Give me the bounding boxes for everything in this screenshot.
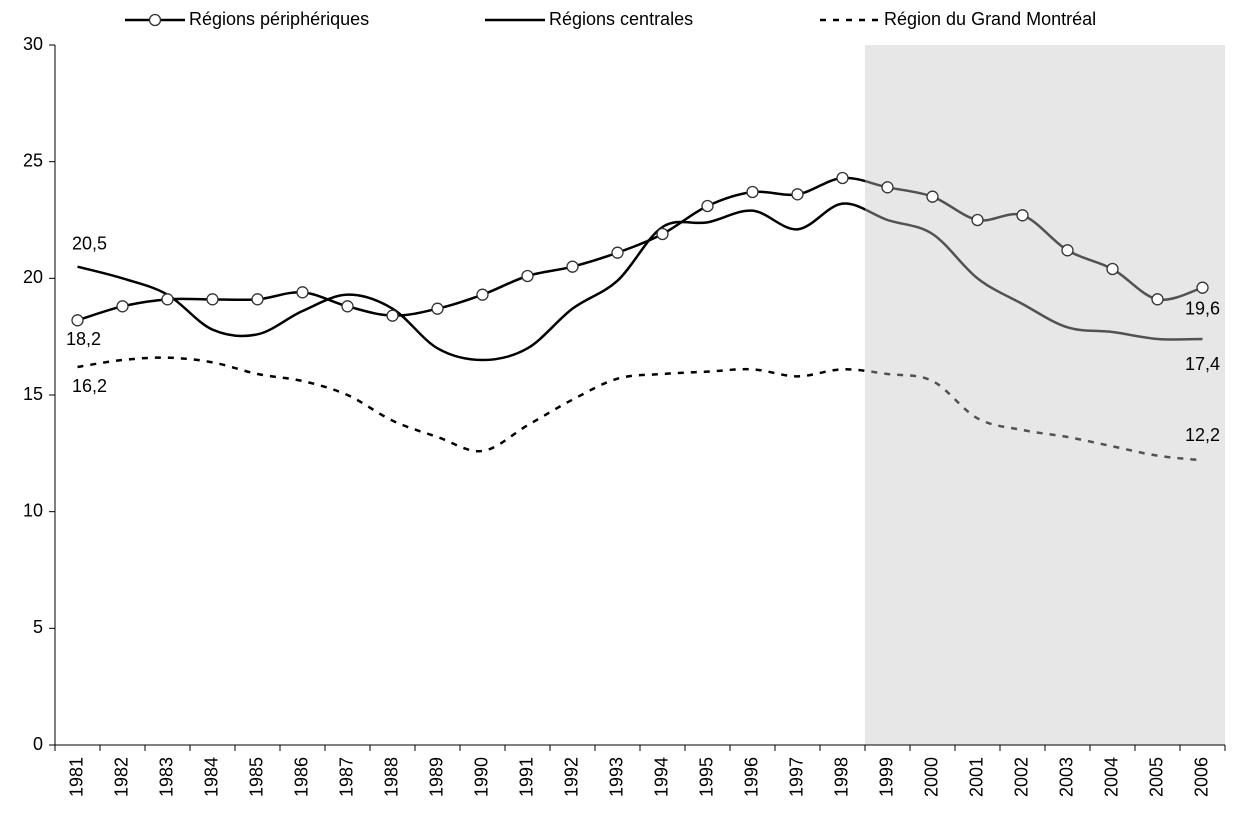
point-marker [476,288,489,301]
legend-label: Région du Grand Montréal [884,9,1096,29]
y-tick-label: 20 [23,267,43,287]
point-marker [251,293,264,306]
data-label: 12,2 [1185,425,1220,445]
x-tick-label: 2000 [921,757,941,797]
x-tick-label: 1992 [561,757,581,797]
data-label: 17,4 [1185,354,1220,374]
data-label: 16,2 [72,376,107,396]
x-tick-label: 1996 [741,757,761,797]
point-marker [656,227,669,241]
shaded-region [865,45,1225,745]
point-marker [1106,262,1119,276]
point-marker [881,181,894,194]
point-marker [791,188,804,201]
point-marker [1151,293,1164,306]
data-label: 20,5 [72,233,107,253]
shaded-overlay [865,45,1225,745]
x-tick-label: 1983 [156,757,176,797]
legend-marker [148,13,162,27]
x-tick-label: 2001 [966,757,986,797]
point-marker [746,185,759,199]
point-marker [296,286,309,299]
point-marker [926,190,939,203]
y-tick-label: 10 [23,500,43,520]
x-tick-label: 1987 [336,757,356,797]
point-marker [836,171,849,185]
x-tick-label: 2004 [1101,757,1121,797]
point-marker [521,269,534,283]
y-tick-label: 0 [33,734,43,754]
x-tick-label: 1999 [876,757,896,797]
x-tick-label: 1989 [426,757,446,797]
point-marker [116,300,129,313]
x-tick-label: 1986 [291,757,311,797]
x-tick-label: 2002 [1011,757,1031,797]
x-tick-label: 1985 [246,757,266,797]
data-label: 19,6 [1185,298,1220,318]
x-tick-label: 2003 [1056,757,1076,797]
x-tick-label: 2005 [1146,757,1166,797]
point-marker [1196,281,1209,294]
point-marker [971,213,984,227]
x-tick-label: 1988 [381,757,401,797]
legend-label: Régions périphériques [189,9,369,29]
y-tick-label: 5 [33,617,43,637]
point-marker [701,199,714,213]
x-tick-label: 1998 [831,757,851,797]
series-line [77,356,1203,462]
series-line [77,202,1203,362]
x-tick-label: 1990 [471,757,491,797]
point-marker [161,293,174,306]
x-tick-label: 1994 [651,757,671,797]
x-tick-label: 1991 [516,757,536,797]
point-marker [71,314,84,327]
point-marker [1016,209,1029,222]
point-marker [386,309,399,322]
point-marker [1061,244,1074,257]
legend-label: Régions centrales [549,9,693,29]
data-label: 18,2 [66,329,101,349]
x-tick-label: 1984 [201,757,221,797]
point-marker [611,246,624,259]
x-tick-label: 1997 [786,757,806,797]
x-tick-label: 1995 [696,757,716,797]
y-tick-label: 30 [23,34,43,54]
y-tick-label: 25 [23,150,43,170]
x-tick-label: 1982 [111,757,131,797]
y-tick-label: 15 [23,384,43,404]
point-marker [566,260,579,273]
point-marker [431,302,444,315]
point-marker [341,300,354,313]
x-tick-label: 2006 [1191,757,1211,797]
x-tick-label: 1981 [66,757,86,797]
x-tick-label: 1993 [606,757,626,797]
point-marker [206,293,219,306]
